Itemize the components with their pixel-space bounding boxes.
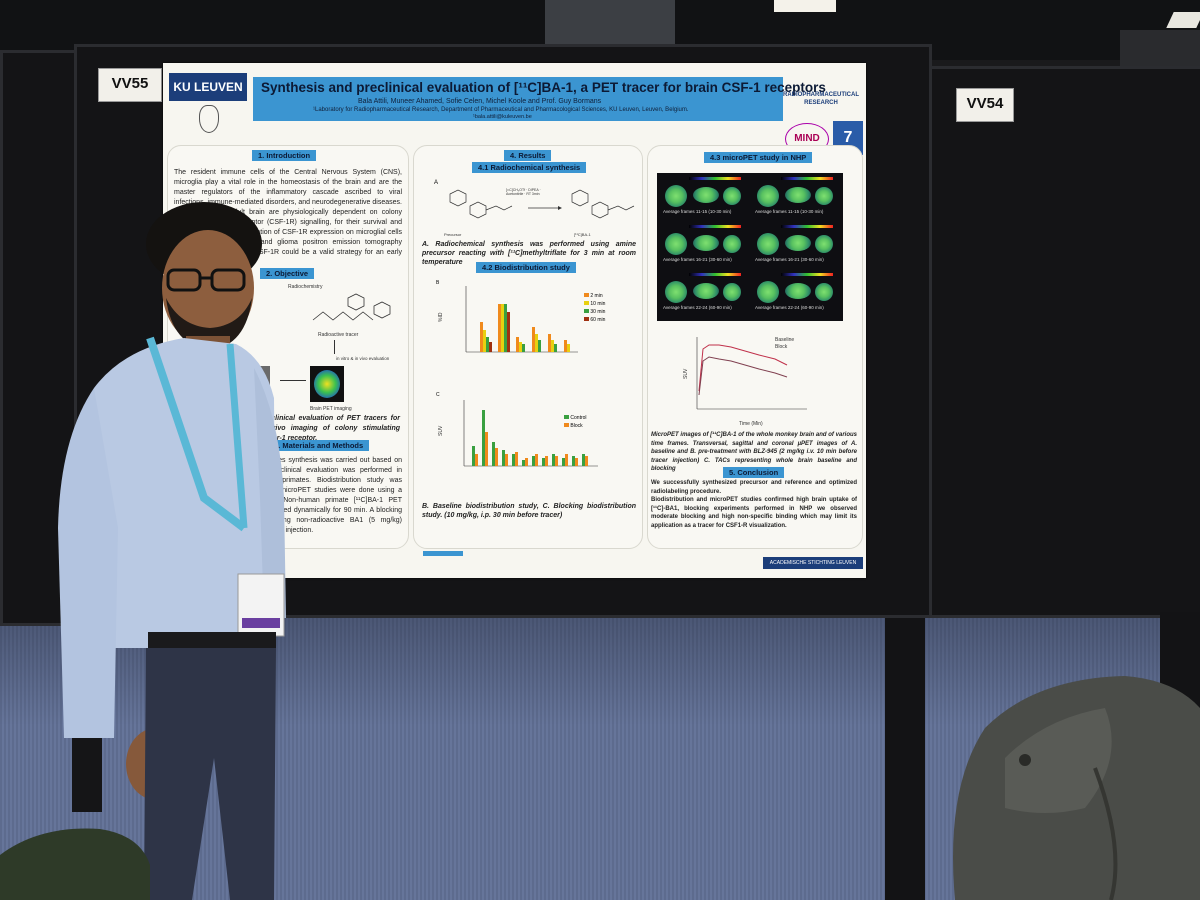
precursor-label: Precursor <box>444 232 462 237</box>
poster-authors: Bala Attili, Muneer Ahamed, Sofie Celen,… <box>358 98 602 105</box>
university-seal-icon <box>199 105 219 133</box>
booth-label-left: VV55 <box>98 68 162 102</box>
legend-item: 60 min <box>590 317 606 323</box>
pet-frame: Average frames 22-24 (60-90 min) <box>751 271 841 317</box>
board-leg <box>885 612 925 900</box>
column-results: 4. Results 4.1 Radiochemical synthesis A… <box>413 145 643 549</box>
subsection-radiosynthesis: 4.1 Radiochemical synthesis <box>472 162 587 173</box>
objective-caption: Preclinical evaluation of PET tracers fo… <box>260 415 400 442</box>
poster-board-right <box>915 66 1200 618</box>
section-heading-conclusion: 5. Conclusion <box>723 467 785 478</box>
objective-label-radiochemistry: Radiochemistry <box>288 284 323 290</box>
poster-email: ¹bala.attili@kuleuven.be <box>473 114 532 120</box>
section-heading-micropet: 4.3 microPET study in NHP <box>704 152 813 163</box>
biodistribution-caption: B. Baseline biodistribution study, C. Bl… <box>422 503 636 519</box>
green-bag <box>0 828 150 900</box>
conclusion-point: We successfully synthesized precursor an… <box>651 479 857 530</box>
panel-label-c: C <box>436 392 440 398</box>
section-heading-methods: 3. Materials and Methods <box>268 440 370 451</box>
legend-item: Block <box>775 344 788 350</box>
tac-ylabel: SUV <box>683 368 689 379</box>
legend-item: Control <box>570 415 587 421</box>
legend-item: Block <box>570 423 583 429</box>
product-label: [¹¹C]BA-1 <box>574 232 591 237</box>
pet-frame: Average frames 22-24 (60-90 min) <box>659 271 749 317</box>
booth-label-right: VV54 <box>956 88 1014 122</box>
tac-legend: Baseline Block <box>775 337 794 351</box>
panel-label-a: A <box>434 180 439 186</box>
objective-label-evaluation: in vitro & in vivo evaluation <box>336 356 390 361</box>
chemical-structure <box>312 293 391 321</box>
back-wall <box>1120 30 1200 70</box>
ku-leuven-logo: KU LEUVEN <box>169 73 247 101</box>
radiosynthesis-caption: A. Radiochemical synthesis was performed… <box>422 241 636 266</box>
section-heading-objective: 2. Objective <box>260 268 315 279</box>
sponsor-logo: ACADEMISCHE STICHTING LEUVEN <box>763 557 863 569</box>
baseline-bar-chart: %ID <box>438 286 578 353</box>
corner-light <box>1166 12 1200 28</box>
legend-item: 30 min <box>590 309 606 315</box>
coat-on-chair <box>953 676 1200 900</box>
svg-text:SUV: SUV <box>438 425 444 436</box>
legend-item: Baseline <box>775 337 795 343</box>
radiopharmaceutical-research-logo: RADIOPHARMACEUTICAL RESEARCH <box>783 92 859 106</box>
objective-label-tracer: Radioactive tracer <box>318 332 359 338</box>
tac-xlabel: Time (Min) <box>739 421 763 427</box>
pet-frame: Average frames 16-21 (30-60 min) <box>659 223 749 269</box>
poster-affiliation: ¹Laboratory for Radiopharmaceutical Rese… <box>313 107 689 113</box>
pet-frame: Average frames 11-15 (10-30 min) <box>659 175 749 221</box>
nhp-pet-image-grid: Average frames 11-15 (10-30 min) Average… <box>657 173 843 321</box>
section-heading-introduction: 1. Introduction <box>252 150 317 161</box>
reaction-scheme <box>449 189 635 219</box>
reaction-conditions: [¹¹C]CH₃OTf · DIPEA · Acetonitrile · RT … <box>506 188 541 196</box>
objective-label-brain-pet: Brain PET imaging <box>310 406 352 412</box>
legend-baseline: 2 min 10 min 30 min 60 min <box>584 292 605 324</box>
tac-line-chart: Time (Min) SUV <box>683 337 807 427</box>
ceiling-light <box>774 0 836 12</box>
panel-label-b: B <box>436 280 440 286</box>
pet-frame: Average frames 11-15 (10-30 min) <box>751 175 841 221</box>
conclusion-item: We successfully synthesized precursor an… <box>651 480 857 495</box>
title-band <box>253 77 783 121</box>
conclusion-item: Biodistribution and microPET studies con… <box>651 497 857 529</box>
presenter-person <box>58 202 286 900</box>
brain-pet-image <box>310 366 344 402</box>
acknowledgement-bar <box>423 551 463 556</box>
micropet-caption: MicroPET images of [¹¹C]BA-1 of the whol… <box>651 432 857 472</box>
bar-group <box>480 304 570 352</box>
legend-blocking: Control Block <box>564 414 587 430</box>
arrow-down <box>334 340 335 354</box>
pet-frame: Average frames 16-21 (30-60 min) <box>751 223 841 269</box>
arrow-right <box>280 380 306 381</box>
svg-text:%ID: %ID <box>438 312 444 322</box>
subsection-biodistribution: 4.2 Biodistribution study <box>476 262 576 273</box>
blocking-bar-chart: SUV <box>438 400 598 467</box>
section-heading-results: 4. Results <box>504 150 552 161</box>
legend-item: 2 min <box>590 293 603 299</box>
legend-item: 10 min <box>590 301 606 307</box>
poster-title: Synthesis and preclinical evaluation of … <box>261 80 826 95</box>
